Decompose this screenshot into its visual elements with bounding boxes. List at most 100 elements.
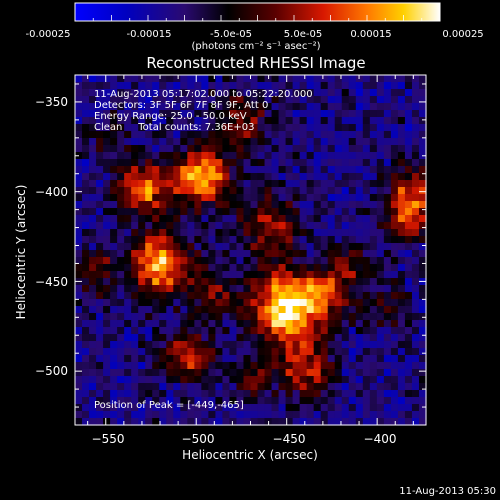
heatmap-cell: [215, 390, 224, 398]
heatmap-cell: [201, 271, 209, 279]
heatmap-cell: [215, 376, 224, 384]
heatmap-cell: [173, 313, 181, 321]
heatmap-cell: [334, 187, 343, 195]
heatmap-cell: [264, 355, 273, 363]
heatmap-cell: [117, 334, 125, 342]
heatmap-cell: [180, 418, 188, 426]
heatmap-cell: [96, 103, 104, 111]
heatmap-cell: [208, 159, 216, 167]
heatmap-cell: [208, 215, 216, 223]
heatmap-cell: [187, 341, 195, 349]
heatmap-cell: [299, 187, 308, 195]
heatmap-cell: [82, 75, 90, 83]
heatmap-cell: [362, 271, 371, 279]
heatmap-cell: [117, 383, 125, 391]
heatmap-cell: [334, 299, 343, 307]
heatmap-cell: [257, 369, 266, 377]
heatmap-cell: [271, 390, 280, 398]
heatmap-cell: [411, 152, 420, 160]
heatmap-cell: [278, 124, 287, 132]
y-tick-label: −500: [35, 364, 68, 378]
heatmap-cell: [313, 362, 322, 370]
heatmap-cell: [292, 124, 301, 132]
heatmap-cell: [166, 313, 174, 321]
heatmap-cell: [418, 243, 427, 251]
heatmap-cell: [117, 159, 125, 167]
heatmap-cell: [271, 292, 280, 300]
heatmap-cell: [131, 124, 139, 132]
heatmap-cell: [369, 383, 378, 391]
heatmap-cell: [250, 285, 259, 293]
heatmap-cell: [110, 194, 118, 202]
heatmap-cell: [341, 208, 350, 216]
heatmap-cell: [404, 89, 413, 97]
heatmap-cell: [264, 236, 273, 244]
heatmap-cell: [236, 96, 245, 104]
heatmap-cell: [292, 383, 301, 391]
heatmap-cell: [334, 180, 343, 188]
heatmap-cell: [152, 96, 160, 104]
heatmap-cell: [299, 82, 308, 90]
heatmap-cell: [124, 110, 132, 118]
heatmap-cell: [187, 348, 195, 356]
heatmap-cell: [180, 131, 188, 139]
heatmap-cell: [411, 180, 420, 188]
heatmap-cell: [159, 271, 167, 279]
heatmap-cell: [411, 166, 420, 174]
heatmap-cell: [201, 173, 209, 181]
heatmap-cell: [362, 313, 371, 321]
heatmap-cell: [362, 362, 371, 370]
heatmap-cell: [187, 243, 195, 251]
heatmap-cell: [82, 341, 90, 349]
heatmap-cell: [327, 299, 336, 307]
heatmap-cell: [320, 418, 329, 426]
heatmap-cell: [152, 208, 160, 216]
heatmap-cell: [82, 334, 90, 342]
heatmap-cell: [404, 278, 413, 286]
footer-timestamp: 11-Aug-2013 05:30: [399, 486, 496, 497]
heatmap-cell: [397, 306, 406, 314]
heatmap-cell: [173, 292, 181, 300]
heatmap-cell: [390, 180, 399, 188]
heatmap-cell: [110, 138, 118, 146]
heatmap-cell: [257, 306, 266, 314]
heatmap-cell: [194, 313, 202, 321]
heatmap-cell: [250, 271, 259, 279]
heatmap-cell: [159, 369, 167, 377]
heatmap-cell: [355, 320, 364, 328]
heatmap-cell: [215, 278, 224, 286]
heatmap-cell: [285, 348, 294, 356]
heatmap-cell: [222, 82, 231, 90]
heatmap-cell: [278, 138, 287, 146]
heatmap-cell: [271, 82, 280, 90]
heatmap-cell: [355, 229, 364, 237]
heatmap-cell: [264, 222, 273, 230]
heatmap-cell: [201, 348, 209, 356]
heatmap-cell: [299, 173, 308, 181]
heatmap-cell: [166, 334, 174, 342]
heatmap-cell: [103, 257, 111, 265]
heatmap-cell: [383, 75, 392, 83]
heatmap-cell: [180, 313, 188, 321]
heatmap-cell: [390, 124, 399, 132]
heatmap-cell: [124, 138, 132, 146]
heatmap-cell: [369, 145, 378, 153]
heatmap-cell: [348, 348, 357, 356]
heatmap-cell: [278, 271, 287, 279]
heatmap-cell: [271, 96, 280, 104]
heatmap-cell: [215, 320, 224, 328]
heatmap-cell: [299, 96, 308, 104]
heatmap-cell: [313, 138, 322, 146]
heatmap-cell: [271, 187, 280, 195]
heatmap-cell: [117, 166, 125, 174]
heatmap-cell: [299, 369, 308, 377]
heatmap-cell: [334, 320, 343, 328]
heatmap-cell: [348, 257, 357, 265]
heatmap-cell: [299, 278, 308, 286]
heatmap-cell: [334, 243, 343, 251]
heatmap-cell: [306, 201, 315, 209]
heatmap-cell: [341, 313, 350, 321]
heatmap-cell: [257, 327, 266, 335]
heatmap-cell: [166, 341, 174, 349]
heatmap-cell: [278, 250, 287, 258]
